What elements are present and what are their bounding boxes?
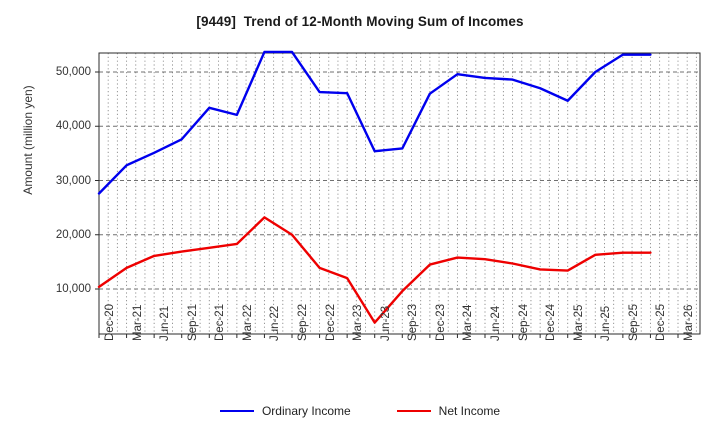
legend-line-swatch <box>396 410 431 412</box>
x-axis-tick-label: Dec-22 <box>324 303 337 341</box>
y-axis-tick-label: 30,000 <box>55 174 91 187</box>
x-axis-tick-label: Jun-23 <box>379 305 392 341</box>
x-axis-tick-label: Dec-25 <box>655 303 668 341</box>
x-axis-tick-label: Sep-21 <box>186 303 199 341</box>
x-axis-tick-label: Jun-22 <box>269 305 282 341</box>
x-axis-tick-label: Sep-22 <box>297 303 309 341</box>
legend-line-swatch <box>219 410 254 412</box>
x-axis-tick-label: Mar-25 <box>572 304 585 341</box>
x-axis-tick-label: Mar-26 <box>683 304 695 341</box>
legend-label: Ordinary Income <box>261 404 351 418</box>
x-axis-tick-label: Sep-24 <box>517 303 530 341</box>
x-axis-tick-label: Sep-23 <box>407 303 420 341</box>
y-axis-tick-label: 50,000 <box>55 66 91 78</box>
x-axis-tick-label: Dec-21 <box>214 303 227 341</box>
chart-legend: Ordinary Income Net Income <box>0 404 720 418</box>
y-axis-tick-label: 40,000 <box>55 120 91 133</box>
legend-entry[interactable]: Ordinary Income <box>219 404 351 418</box>
chart-title: [9449] Trend of 12-Month Moving Sum of I… <box>196 14 524 29</box>
horizontal-gridlines <box>95 71 700 338</box>
x-axis-tick-label: Sep-25 <box>627 303 640 341</box>
plot-background <box>99 53 700 334</box>
y-axis-tick-label: 10,000 <box>55 283 91 295</box>
series-line <box>97 216 652 324</box>
legend-label: Net Income <box>438 404 501 418</box>
x-axis-tick-label: Mar-23 <box>352 304 365 341</box>
x-axis-tick-label: Mar-22 <box>241 304 254 341</box>
series-line <box>97 50 652 195</box>
x-axis-tick-label: Dec-20 <box>104 303 116 341</box>
x-axis-tick-label: Jun-21 <box>159 305 172 341</box>
x-axis-tick-label: Jun-24 <box>490 305 502 341</box>
y-axis-tick-label: 20,000 <box>55 228 91 241</box>
x-axis-tick-label: Mar-21 <box>131 304 144 341</box>
x-axis-tick-label: Mar-24 <box>462 304 475 341</box>
legend-entry[interactable]: Net Income <box>396 404 501 418</box>
x-axis-tick-label: Jun-25 <box>600 305 613 341</box>
data-series-lines <box>97 50 652 324</box>
x-axis-tick-label: Dec-24 <box>545 303 558 341</box>
x-axis-tick-label: Dec-23 <box>434 303 447 341</box>
